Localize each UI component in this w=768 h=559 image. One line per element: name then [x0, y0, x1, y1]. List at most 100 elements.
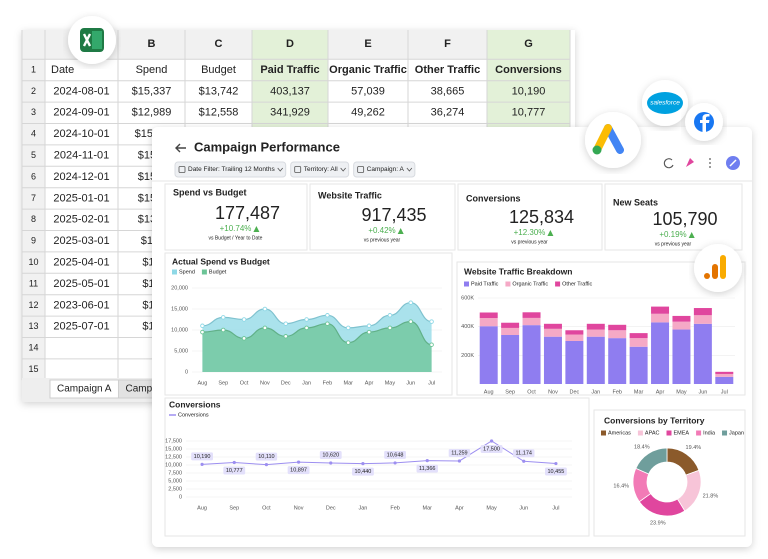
kpi-title: Website Traffic — [318, 190, 382, 200]
header-cell: Other Traffic — [415, 64, 480, 76]
chart-title: Actual Spend vs Budget — [172, 256, 270, 266]
point — [429, 319, 434, 324]
point — [387, 325, 393, 331]
menu-dot — [709, 158, 711, 160]
filter-caret — [406, 167, 413, 172]
cell: 38,665 — [431, 85, 465, 97]
dashboard-title: Campaign Performance — [194, 139, 340, 154]
x-tick-label: Jul — [428, 380, 435, 386]
bar-segment — [586, 323, 605, 330]
row-number: 6 — [31, 171, 36, 181]
column-letter: E — [364, 38, 371, 50]
header-cell: Conversions — [495, 64, 562, 76]
x-tick-label: May — [486, 505, 497, 511]
analytics-bar — [712, 264, 718, 279]
edit-pencil — [729, 159, 737, 167]
salesforce-text: salesforce — [650, 100, 680, 107]
point — [325, 321, 330, 326]
bar-segment — [608, 324, 627, 331]
cell: 2024-08-01 — [53, 85, 109, 97]
salesforce-cloud — [647, 92, 683, 114]
area — [202, 321, 432, 372]
filter-pill[interactable] — [353, 161, 416, 178]
cell: 10,777 — [512, 107, 546, 119]
x-tick-label: Jun — [406, 380, 415, 386]
y-tick-label: 5,000 — [174, 348, 188, 354]
filter-label: Date Filter: Trailing 12 Months — [188, 166, 275, 173]
header-cell: Paid Traffic — [260, 64, 319, 76]
x-tick-label: Mar — [634, 389, 644, 395]
value-label: 11,174 — [516, 451, 532, 457]
y-tick-label: 10,000 — [171, 327, 188, 333]
point — [220, 327, 226, 333]
bar-segment — [715, 371, 734, 374]
bar-segment — [672, 321, 691, 330]
kpi-delta: +10.74% — [220, 224, 252, 233]
bar-segment — [629, 338, 648, 347]
legend-label: EMEA — [674, 430, 690, 436]
x-tick-label: Nov — [294, 505, 304, 511]
menu-dot — [709, 162, 711, 164]
row-number: 5 — [31, 150, 36, 160]
point — [329, 461, 333, 465]
point — [489, 439, 494, 443]
point — [200, 462, 204, 466]
y-tick-label: 17,500 — [165, 438, 182, 444]
kpi-card — [604, 183, 743, 251]
row-number: 10 — [28, 257, 38, 267]
bar-segment — [586, 336, 605, 384]
point — [262, 306, 268, 312]
value-label-box — [287, 466, 310, 475]
bar-segment — [501, 334, 520, 384]
filter-icon — [357, 166, 365, 173]
bar-segment — [522, 312, 541, 318]
row-number: 3 — [31, 107, 36, 117]
kpi-value: 917,435 — [361, 205, 426, 225]
legend-swatch — [722, 430, 728, 436]
point — [264, 463, 269, 467]
refresh-icon[interactable] — [663, 158, 674, 169]
filter-pill[interactable] — [174, 161, 287, 178]
y-tick-label: 12,500 — [165, 454, 182, 460]
point — [346, 340, 351, 345]
legend-label: Other Traffic — [562, 281, 592, 287]
value-label: 17,500 — [483, 446, 500, 452]
slice-label: 16.4% — [613, 484, 629, 490]
cell: 10,190 — [512, 85, 546, 97]
value-label-box — [384, 450, 406, 459]
column-letter: G — [524, 38, 533, 50]
x-tick-label: Oct — [262, 505, 271, 511]
y-tick-label: 7,500 — [168, 470, 182, 476]
column-letter: D — [286, 38, 294, 50]
x-tick-label: Dec — [569, 389, 579, 395]
cell: 2025-02-01 — [53, 214, 109, 226]
menu-dot — [709, 166, 711, 168]
kpi-value: 125,834 — [509, 207, 574, 227]
filter-label: Campaign: A — [367, 166, 405, 173]
value-label: 10,620 — [322, 452, 339, 458]
bar-segment — [629, 333, 648, 339]
x-tick-label: Jul — [721, 389, 728, 395]
kpi-note: vs Budget / Year to Date — [209, 235, 263, 241]
column-letter: C — [215, 38, 223, 50]
kpi-delta: +0.42% — [368, 226, 395, 235]
point — [393, 461, 397, 465]
sheet-tab-label: Campaign A — [57, 384, 112, 395]
kpi-value: 105,790 — [652, 209, 717, 229]
legend-swatch — [505, 281, 511, 287]
kpi-up-arrow — [547, 230, 554, 236]
bar-segment — [479, 318, 498, 327]
kpi-title: New Seats — [613, 197, 658, 207]
filter-pill[interactable] — [290, 161, 350, 178]
point — [366, 329, 372, 335]
header-cell: Spend — [136, 64, 168, 76]
rocket-icon[interactable] — [686, 158, 694, 167]
cell: 57,039 — [351, 85, 385, 97]
column-letter: B — [148, 38, 156, 50]
legend-label: Americas — [608, 430, 631, 436]
x-tick-label: Oct — [240, 380, 249, 386]
column-letter: F — [444, 38, 451, 50]
value-label-box — [255, 452, 278, 461]
back-arrow[interactable] — [175, 143, 186, 153]
